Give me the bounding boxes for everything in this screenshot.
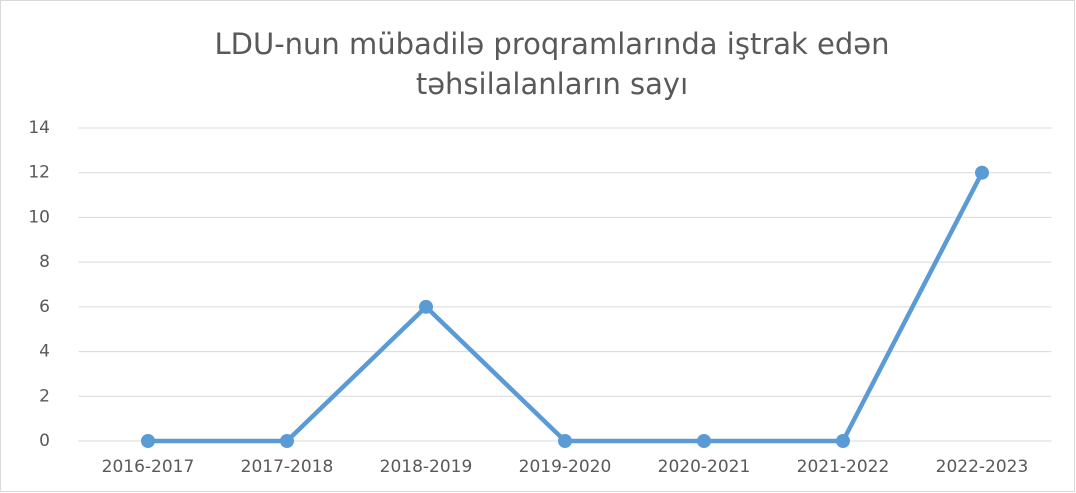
- y-tick-label: 0: [39, 431, 50, 451]
- x-tick-label: 2021-2022: [797, 457, 890, 477]
- point: [280, 434, 294, 448]
- point: [975, 165, 989, 180]
- point: [141, 434, 155, 448]
- y-tick-label: 8: [39, 252, 50, 272]
- x-tick-label: 2019-2020: [519, 457, 612, 477]
- x-tick-label: 2017-2018: [241, 457, 334, 477]
- chart-title: təhsilalanların sayı: [416, 67, 688, 101]
- point: [697, 434, 711, 448]
- chart-title: LDU-nun mübadilə proqramlarında iştrak e…: [214, 27, 889, 61]
- y-tick-label: 6: [39, 297, 50, 317]
- y-tick-label: 4: [39, 342, 50, 362]
- point: [419, 299, 433, 314]
- y-tick-label: 10: [28, 207, 50, 227]
- y-tick-label: 12: [28, 163, 50, 183]
- x-tick-label: 2020-2021: [658, 457, 751, 477]
- x-tick-label: 2022-2023: [936, 457, 1029, 477]
- point: [558, 434, 572, 448]
- y-tick-label: 14: [28, 118, 50, 138]
- y-tick-label: 2: [39, 386, 50, 406]
- point: [836, 434, 850, 448]
- x-tick-label: 2016-2017: [102, 457, 195, 477]
- x-tick-label: 2018-2019: [380, 457, 473, 477]
